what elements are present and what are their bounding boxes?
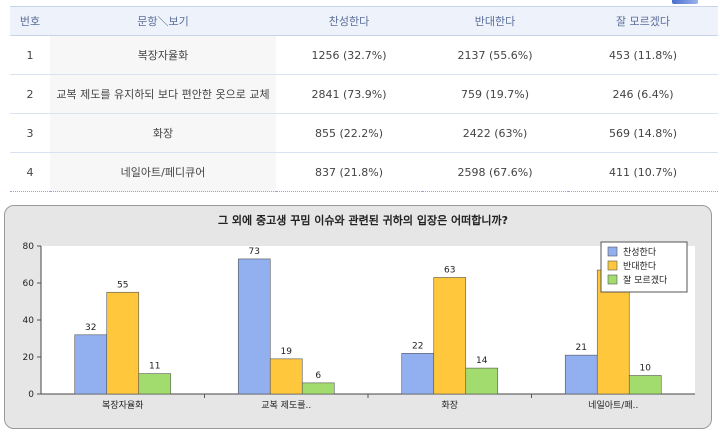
bar	[433, 277, 467, 395]
row-topic: 복장자율화	[50, 35, 276, 75]
row-number: 1	[10, 35, 50, 75]
bar	[138, 373, 172, 395]
chart-title: 그 외에 중고생 꾸밈 이슈와 관련된 귀하의 입장은 어떠합니까?	[218, 213, 508, 227]
row-disagree: 759 (19.7%)	[422, 74, 568, 114]
row-number: 3	[10, 113, 50, 153]
legend-label: 반대한다	[623, 261, 657, 272]
header-agree: 찬성한다	[276, 6, 422, 36]
data-label: 32	[85, 323, 96, 333]
legend-swatch	[607, 246, 618, 257]
bar	[74, 334, 108, 395]
row-agree: 855 (22.2%)	[276, 113, 422, 153]
bar	[237, 258, 271, 395]
x-tick-label: 네일아트/페..	[588, 400, 638, 411]
table-row: 3 화장 855 (22.2%) 2422 (63%) 569 (14.8%)	[10, 113, 718, 153]
bar	[269, 358, 303, 395]
row-disagree: 2137 (55.6%)	[422, 35, 568, 75]
data-label: 55	[117, 280, 128, 290]
row-agree: 837 (21.8%)	[276, 152, 422, 192]
row-unsure: 569 (14.8%)	[568, 113, 718, 153]
legend-swatch	[607, 274, 618, 285]
row-agree: 1256 (32.7%)	[276, 35, 422, 75]
bar	[564, 354, 598, 395]
data-label: 11	[149, 362, 160, 372]
row-number: 4	[10, 152, 50, 192]
legend-label: 잘 모르겠다	[623, 274, 668, 286]
y-tick-label: 20	[23, 353, 35, 363]
data-label: 73	[249, 247, 260, 257]
row-unsure: 246 (6.4%)	[568, 74, 718, 114]
x-tick-label: 교복 제도를..	[261, 400, 311, 411]
table-row: 2 교복 제도를 유지하되 보다 편안한 옷으로 교체 2841 (73.9%)…	[10, 74, 718, 114]
data-label: 6	[315, 371, 321, 381]
row-topic: 화장	[50, 113, 276, 153]
data-label: 10	[640, 364, 652, 374]
row-topic: 교복 제도를 유지하되 보다 편안한 옷으로 교체	[50, 74, 276, 114]
row-unsure: 453 (11.8%)	[568, 35, 718, 75]
legend-label: 찬성한다	[623, 247, 657, 258]
header-number: 번호	[10, 6, 50, 36]
row-number: 2	[10, 74, 50, 114]
bar	[628, 375, 662, 395]
table-row: 4 네일아트/페디큐어 837 (21.8%) 2598 (67.6%) 411…	[10, 152, 718, 192]
data-label: 14	[476, 356, 488, 366]
row-disagree: 2598 (67.6%)	[422, 152, 568, 192]
table-header-row: 번호 문항＼보기 찬성한다 반대한다 잘 모르겠다	[10, 6, 718, 36]
header-unsure: 잘 모르겠다	[568, 6, 718, 36]
data-label: 21	[576, 343, 587, 353]
bar	[301, 382, 335, 395]
data-label: 63	[444, 265, 455, 275]
y-tick-label: 0	[28, 390, 34, 400]
chart-panel: 그 외에 중고생 꾸밈 이슈와 관련된 귀하의 입장은 어떠합니까? 0 20 40 6…	[4, 205, 712, 429]
y-tick-label: 60	[23, 279, 35, 289]
bar	[401, 353, 435, 395]
survey-results-table: 번호 문항＼보기 찬성한다 반대한다 잘 모르겠다 1 복장자율화 1256 (…	[10, 6, 718, 192]
row-disagree: 2422 (63%)	[422, 113, 568, 153]
row-topic: 네일아트/페디큐어	[50, 152, 276, 192]
row-agree: 2841 (73.9%)	[276, 74, 422, 114]
x-tick-label: 화장	[441, 400, 458, 411]
data-label: 22	[412, 341, 423, 351]
top-decoration	[672, 0, 698, 4]
bar	[465, 367, 499, 395]
x-tick-label: 복장자율화	[102, 400, 143, 411]
table-row: 1 복장자율화 1256 (32.7%) 2137 (55.6%) 453 (1…	[10, 35, 718, 75]
bar-chart: 그 외에 중고생 꾸밈 이슈와 관련된 귀하의 입장은 어떠합니까? 0 20 40 6…	[23, 213, 695, 411]
y-tick-label: 80	[23, 242, 35, 252]
data-label: 19	[281, 347, 293, 357]
header-question: 문항＼보기	[50, 6, 276, 36]
row-unsure: 411 (10.7%)	[568, 152, 718, 192]
y-tick-label: 40	[23, 316, 35, 326]
legend-swatch	[607, 260, 618, 271]
header-disagree: 반대한다	[422, 6, 568, 36]
bar	[106, 291, 140, 395]
